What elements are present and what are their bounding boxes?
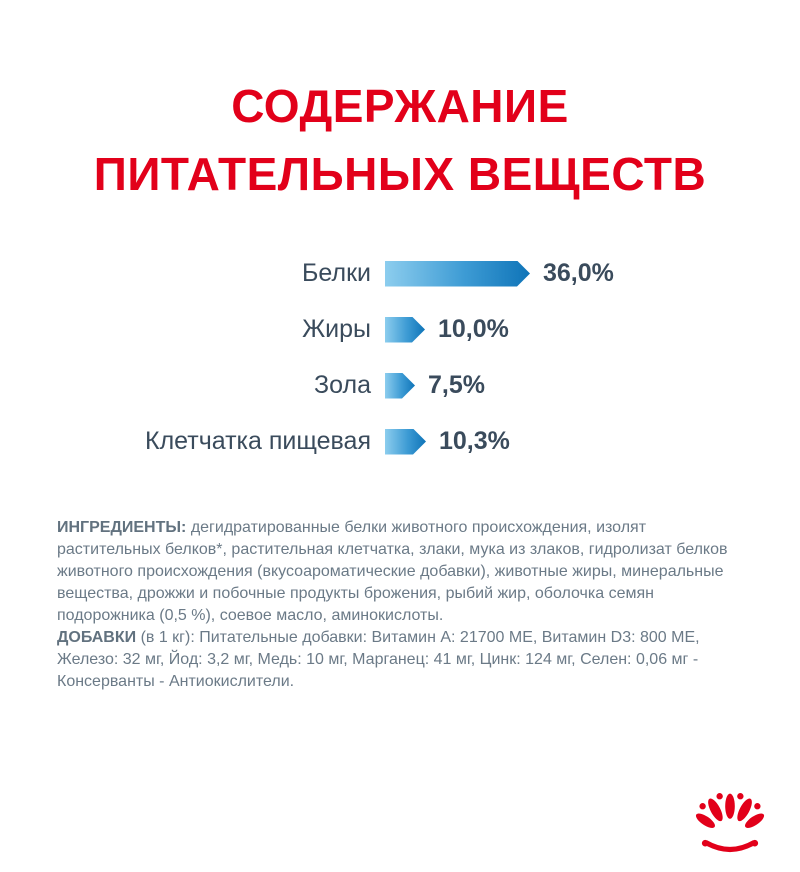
- chart-value-label: 10,3%: [439, 427, 510, 455]
- chart-value-label: 10,0%: [438, 315, 509, 343]
- chart-bar: [385, 429, 426, 455]
- chart-bar: [385, 261, 530, 287]
- ingredients-label: ИНГРЕДИЕНТЫ:: [57, 519, 187, 536]
- chart-category-label: Клетчатка пищевая: [145, 427, 371, 455]
- chart-row: Зола 7,5%: [0, 371, 800, 399]
- additives-text: (в 1 кг): Питательные добавки: Витамин A…: [57, 629, 700, 690]
- chart-category-label: Белки: [302, 259, 371, 287]
- additives-label: ДОБАВКИ: [57, 629, 137, 646]
- composition-text-block: ИНГРЕДИЕНТЫ: дегидратированные белки жив…: [57, 517, 743, 693]
- chart-row: Жиры 10,0%: [0, 315, 800, 343]
- ingredients-paragraph: ИНГРЕДИЕНТЫ: дегидратированные белки жив…: [57, 517, 743, 627]
- chart-category-label: Зола: [314, 371, 371, 399]
- nutrient-chart: Белки 36,0% Жиры 10,0% Зола 7,5% Клетчатка пищ…: [0, 259, 800, 455]
- chart-row: Белки 36,0%: [0, 259, 800, 287]
- additives-paragraph: ДОБАВКИ (в 1 кг): Питательные добавки: В…: [57, 627, 743, 693]
- chart-category-label: Жиры: [302, 315, 371, 343]
- page-title: СОДЕРЖАНИЕ ПИТАТЕЛЬНЫХ ВЕЩЕСТВ: [0, 72, 800, 208]
- chart-bar: [385, 317, 425, 343]
- nutrition-panel: СОДЕРЖАНИЕ ПИТАТЕЛЬНЫХ ВЕЩЕСТВ Белки 36,0…: [0, 72, 800, 872]
- page-title-line2: ПИТАТЕЛЬНЫХ ВЕЩЕСТВ: [93, 148, 707, 200]
- page-title-line1: СОДЕРЖАНИЕ: [231, 80, 569, 132]
- chart-row: Клетчатка пищевая 10,3%: [0, 427, 800, 455]
- chart-bar: [385, 373, 415, 399]
- chart-value-label: 36,0%: [543, 259, 614, 287]
- royal-canin-crown-icon: [695, 793, 765, 853]
- ingredients-text: дегидратированные белки животного происх…: [57, 519, 728, 624]
- chart-value-label: 7,5%: [428, 371, 485, 399]
